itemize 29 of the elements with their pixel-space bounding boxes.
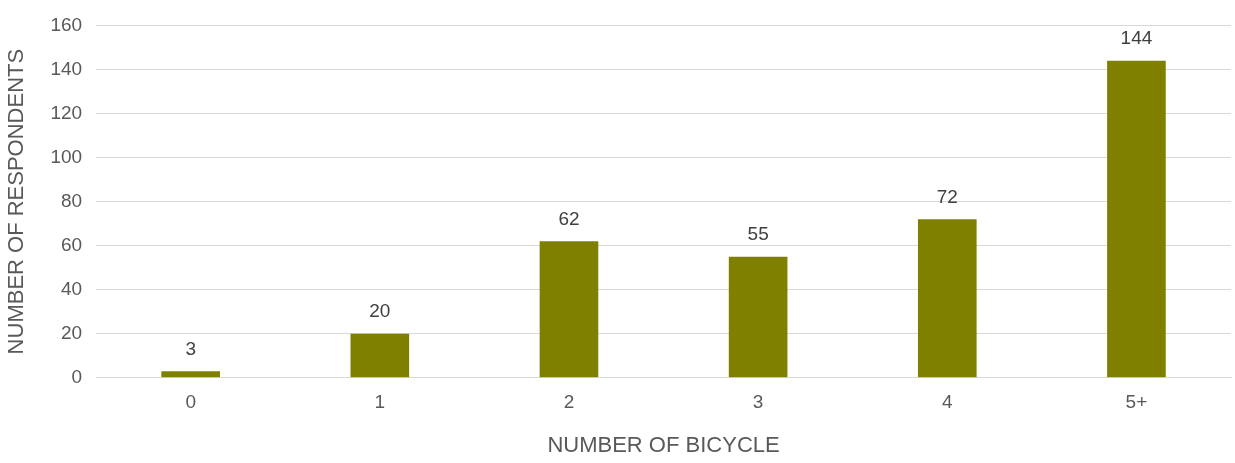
x-tick-label: 0 (185, 391, 196, 413)
y-tick-label: 160 (50, 13, 83, 35)
y-tick-label: 0 (71, 366, 83, 388)
data-label: 20 (369, 300, 391, 322)
data-label: 55 (747, 223, 769, 245)
bar (728, 256, 788, 378)
x-tick-label: 3 (752, 391, 764, 413)
x-tick-label: 5+ (1125, 391, 1148, 413)
y-tick-label: 80 (60, 189, 83, 211)
x-tick-label: 2 (563, 391, 575, 413)
y-axis-title: NUMBER OF RESPONDENTS (3, 48, 29, 355)
bar (917, 219, 977, 378)
y-tick-label: 60 (60, 233, 83, 255)
x-tick-label: 4 (941, 391, 953, 413)
y-tick-label: 100 (50, 145, 83, 167)
data-label: 144 (1120, 27, 1153, 49)
data-label: 3 (185, 337, 196, 359)
bar (1107, 60, 1166, 378)
bar (539, 241, 599, 378)
data-label: 72 (936, 185, 958, 207)
y-tick-label: 20 (60, 321, 83, 343)
y-tick-label: 140 (50, 57, 83, 79)
bar (350, 333, 410, 378)
bar (161, 371, 220, 378)
data-label: 62 (558, 207, 580, 229)
y-tick-label: 40 (60, 277, 83, 299)
x-tick-label: 1 (374, 391, 386, 413)
x-axis-title: NUMBER OF BICYCLE (547, 431, 780, 457)
y-tick-label: 120 (50, 101, 83, 123)
